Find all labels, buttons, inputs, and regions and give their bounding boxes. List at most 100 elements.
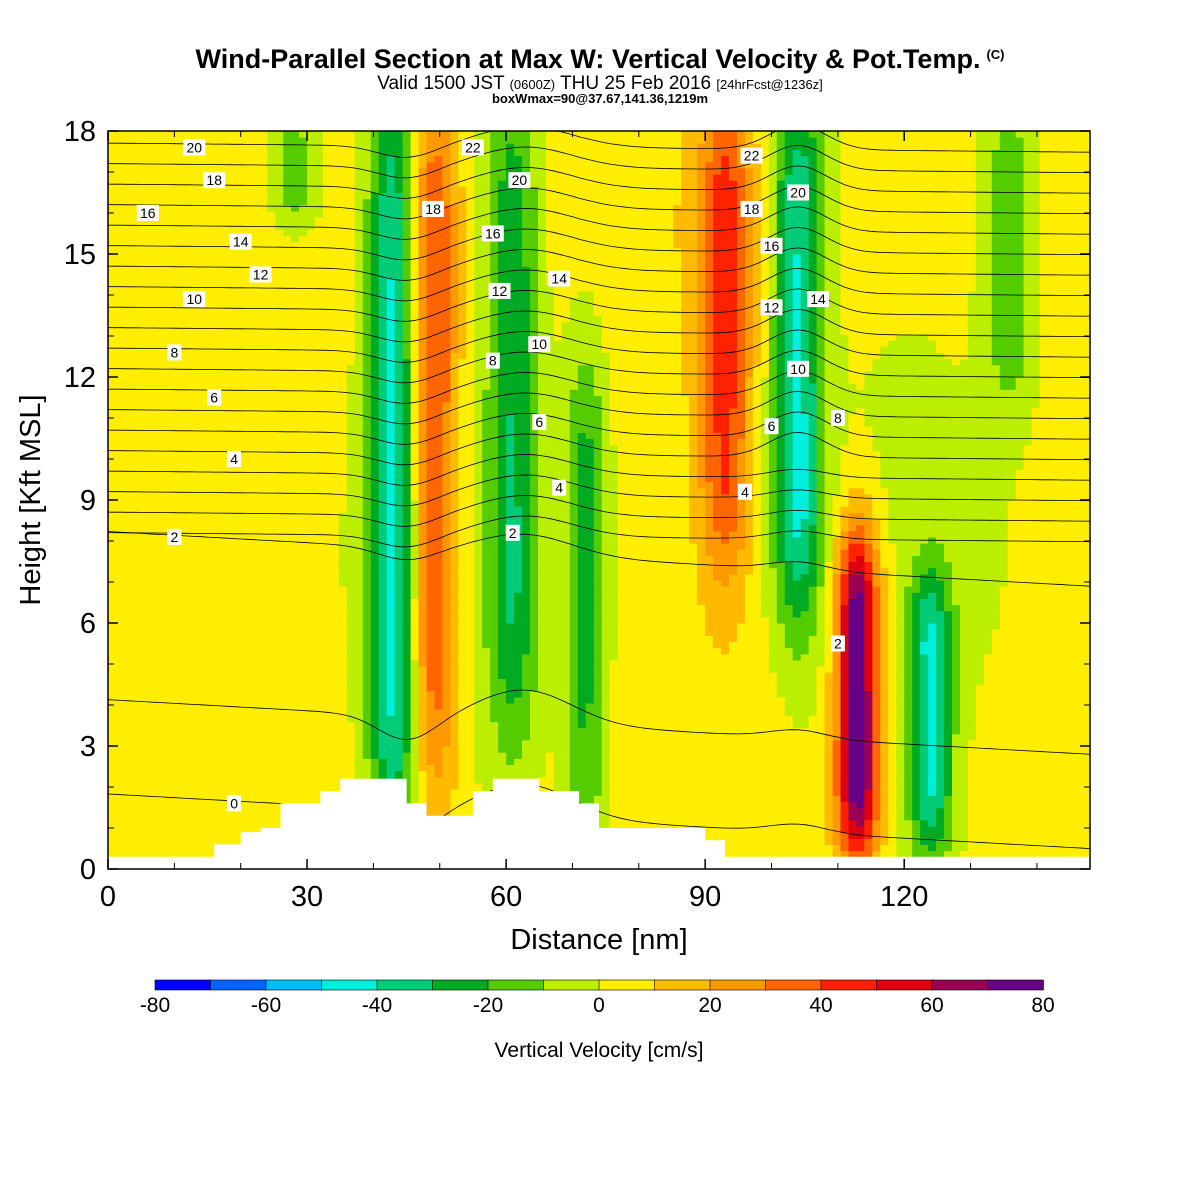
field-cell bbox=[330, 247, 340, 255]
field-cell bbox=[418, 659, 428, 667]
field-cell bbox=[179, 819, 189, 827]
field-cell bbox=[307, 309, 316, 316]
field-cell bbox=[267, 198, 276, 206]
field-cell bbox=[426, 696, 436, 704]
field-cell bbox=[219, 678, 229, 686]
field-cell bbox=[394, 413, 404, 421]
field-cell bbox=[187, 272, 197, 280]
field-cell bbox=[195, 807, 205, 815]
field-cell bbox=[354, 524, 364, 532]
field-cell bbox=[219, 807, 229, 815]
field-cell bbox=[139, 819, 149, 827]
field-cell bbox=[370, 315, 380, 323]
field-cell bbox=[251, 659, 260, 667]
field-cell bbox=[147, 672, 157, 679]
field-cell bbox=[426, 278, 436, 286]
field-cell bbox=[394, 770, 404, 778]
field-cell bbox=[386, 733, 396, 741]
field-cell bbox=[418, 456, 428, 464]
field-cell bbox=[418, 223, 428, 230]
field-cell bbox=[123, 561, 133, 569]
field-cell bbox=[147, 254, 157, 261]
field-cell bbox=[386, 500, 396, 507]
field-cell bbox=[307, 364, 316, 372]
field-cell bbox=[267, 481, 276, 489]
field-cell bbox=[219, 389, 229, 396]
field-cell bbox=[307, 709, 316, 716]
field-cell bbox=[147, 131, 157, 138]
field-cell bbox=[171, 543, 181, 550]
field-cell bbox=[402, 161, 412, 169]
field-cell bbox=[410, 260, 420, 267]
field-cell bbox=[267, 186, 276, 193]
field-cell bbox=[402, 333, 412, 341]
field-cell bbox=[235, 629, 244, 636]
field-cell bbox=[163, 684, 173, 692]
field-cell bbox=[410, 733, 420, 741]
field-cell bbox=[330, 555, 340, 563]
field-cell bbox=[307, 610, 316, 618]
field-cell bbox=[235, 383, 244, 390]
field-cell bbox=[346, 284, 356, 292]
field-cell bbox=[323, 192, 332, 200]
field-cell bbox=[203, 217, 213, 224]
field-cell bbox=[418, 616, 428, 624]
field-cell bbox=[315, 309, 324, 316]
field-cell bbox=[291, 352, 300, 360]
field-cell bbox=[163, 819, 173, 827]
field-cell bbox=[362, 469, 372, 476]
field-cell bbox=[131, 272, 141, 280]
field-cell bbox=[131, 536, 141, 544]
field-cell bbox=[187, 543, 197, 550]
field-cell bbox=[147, 635, 157, 642]
field-cell bbox=[370, 254, 380, 261]
field-cell bbox=[195, 579, 205, 587]
field-cell bbox=[187, 721, 197, 729]
field-cell bbox=[330, 174, 340, 181]
field-cell bbox=[386, 358, 396, 366]
field-cell bbox=[219, 315, 229, 323]
field-cell bbox=[315, 684, 324, 692]
field-cell bbox=[330, 297, 340, 304]
field-cell bbox=[108, 370, 117, 378]
field-cell bbox=[243, 647, 252, 655]
field-cell bbox=[155, 684, 165, 692]
field-cell bbox=[370, 647, 380, 655]
field-cell bbox=[171, 487, 181, 495]
field-cell bbox=[346, 696, 356, 704]
field-cell bbox=[163, 727, 173, 735]
field-cell bbox=[299, 666, 308, 673]
field-cell bbox=[251, 358, 260, 366]
field-cell bbox=[179, 395, 189, 403]
field-cell bbox=[418, 241, 428, 249]
field-cell bbox=[187, 333, 197, 341]
field-cell bbox=[338, 210, 348, 218]
field-cell bbox=[131, 524, 141, 532]
field-cell bbox=[402, 321, 412, 329]
field-cell bbox=[251, 241, 260, 249]
field-cell bbox=[163, 764, 173, 772]
field-cell bbox=[275, 217, 284, 224]
field-cell bbox=[219, 610, 229, 618]
field-cell bbox=[386, 143, 396, 150]
field-cell bbox=[123, 192, 133, 200]
field-cell bbox=[147, 186, 157, 193]
field-cell bbox=[323, 715, 332, 723]
field-cell bbox=[131, 131, 141, 138]
field-cell bbox=[275, 352, 284, 360]
field-cell bbox=[179, 746, 189, 753]
field-cell bbox=[434, 623, 443, 630]
field-cell bbox=[410, 192, 420, 200]
field-cell bbox=[402, 770, 412, 778]
field-cell bbox=[171, 180, 181, 187]
field-cell bbox=[323, 401, 332, 409]
field-cell bbox=[267, 616, 276, 624]
field-cell bbox=[267, 149, 276, 157]
field-cell bbox=[131, 377, 141, 384]
field-cell bbox=[219, 155, 229, 163]
field-cell bbox=[227, 635, 236, 642]
field-cell bbox=[346, 684, 356, 692]
field-cell bbox=[219, 247, 229, 255]
field-cell bbox=[123, 789, 133, 796]
field-cell bbox=[338, 395, 348, 403]
